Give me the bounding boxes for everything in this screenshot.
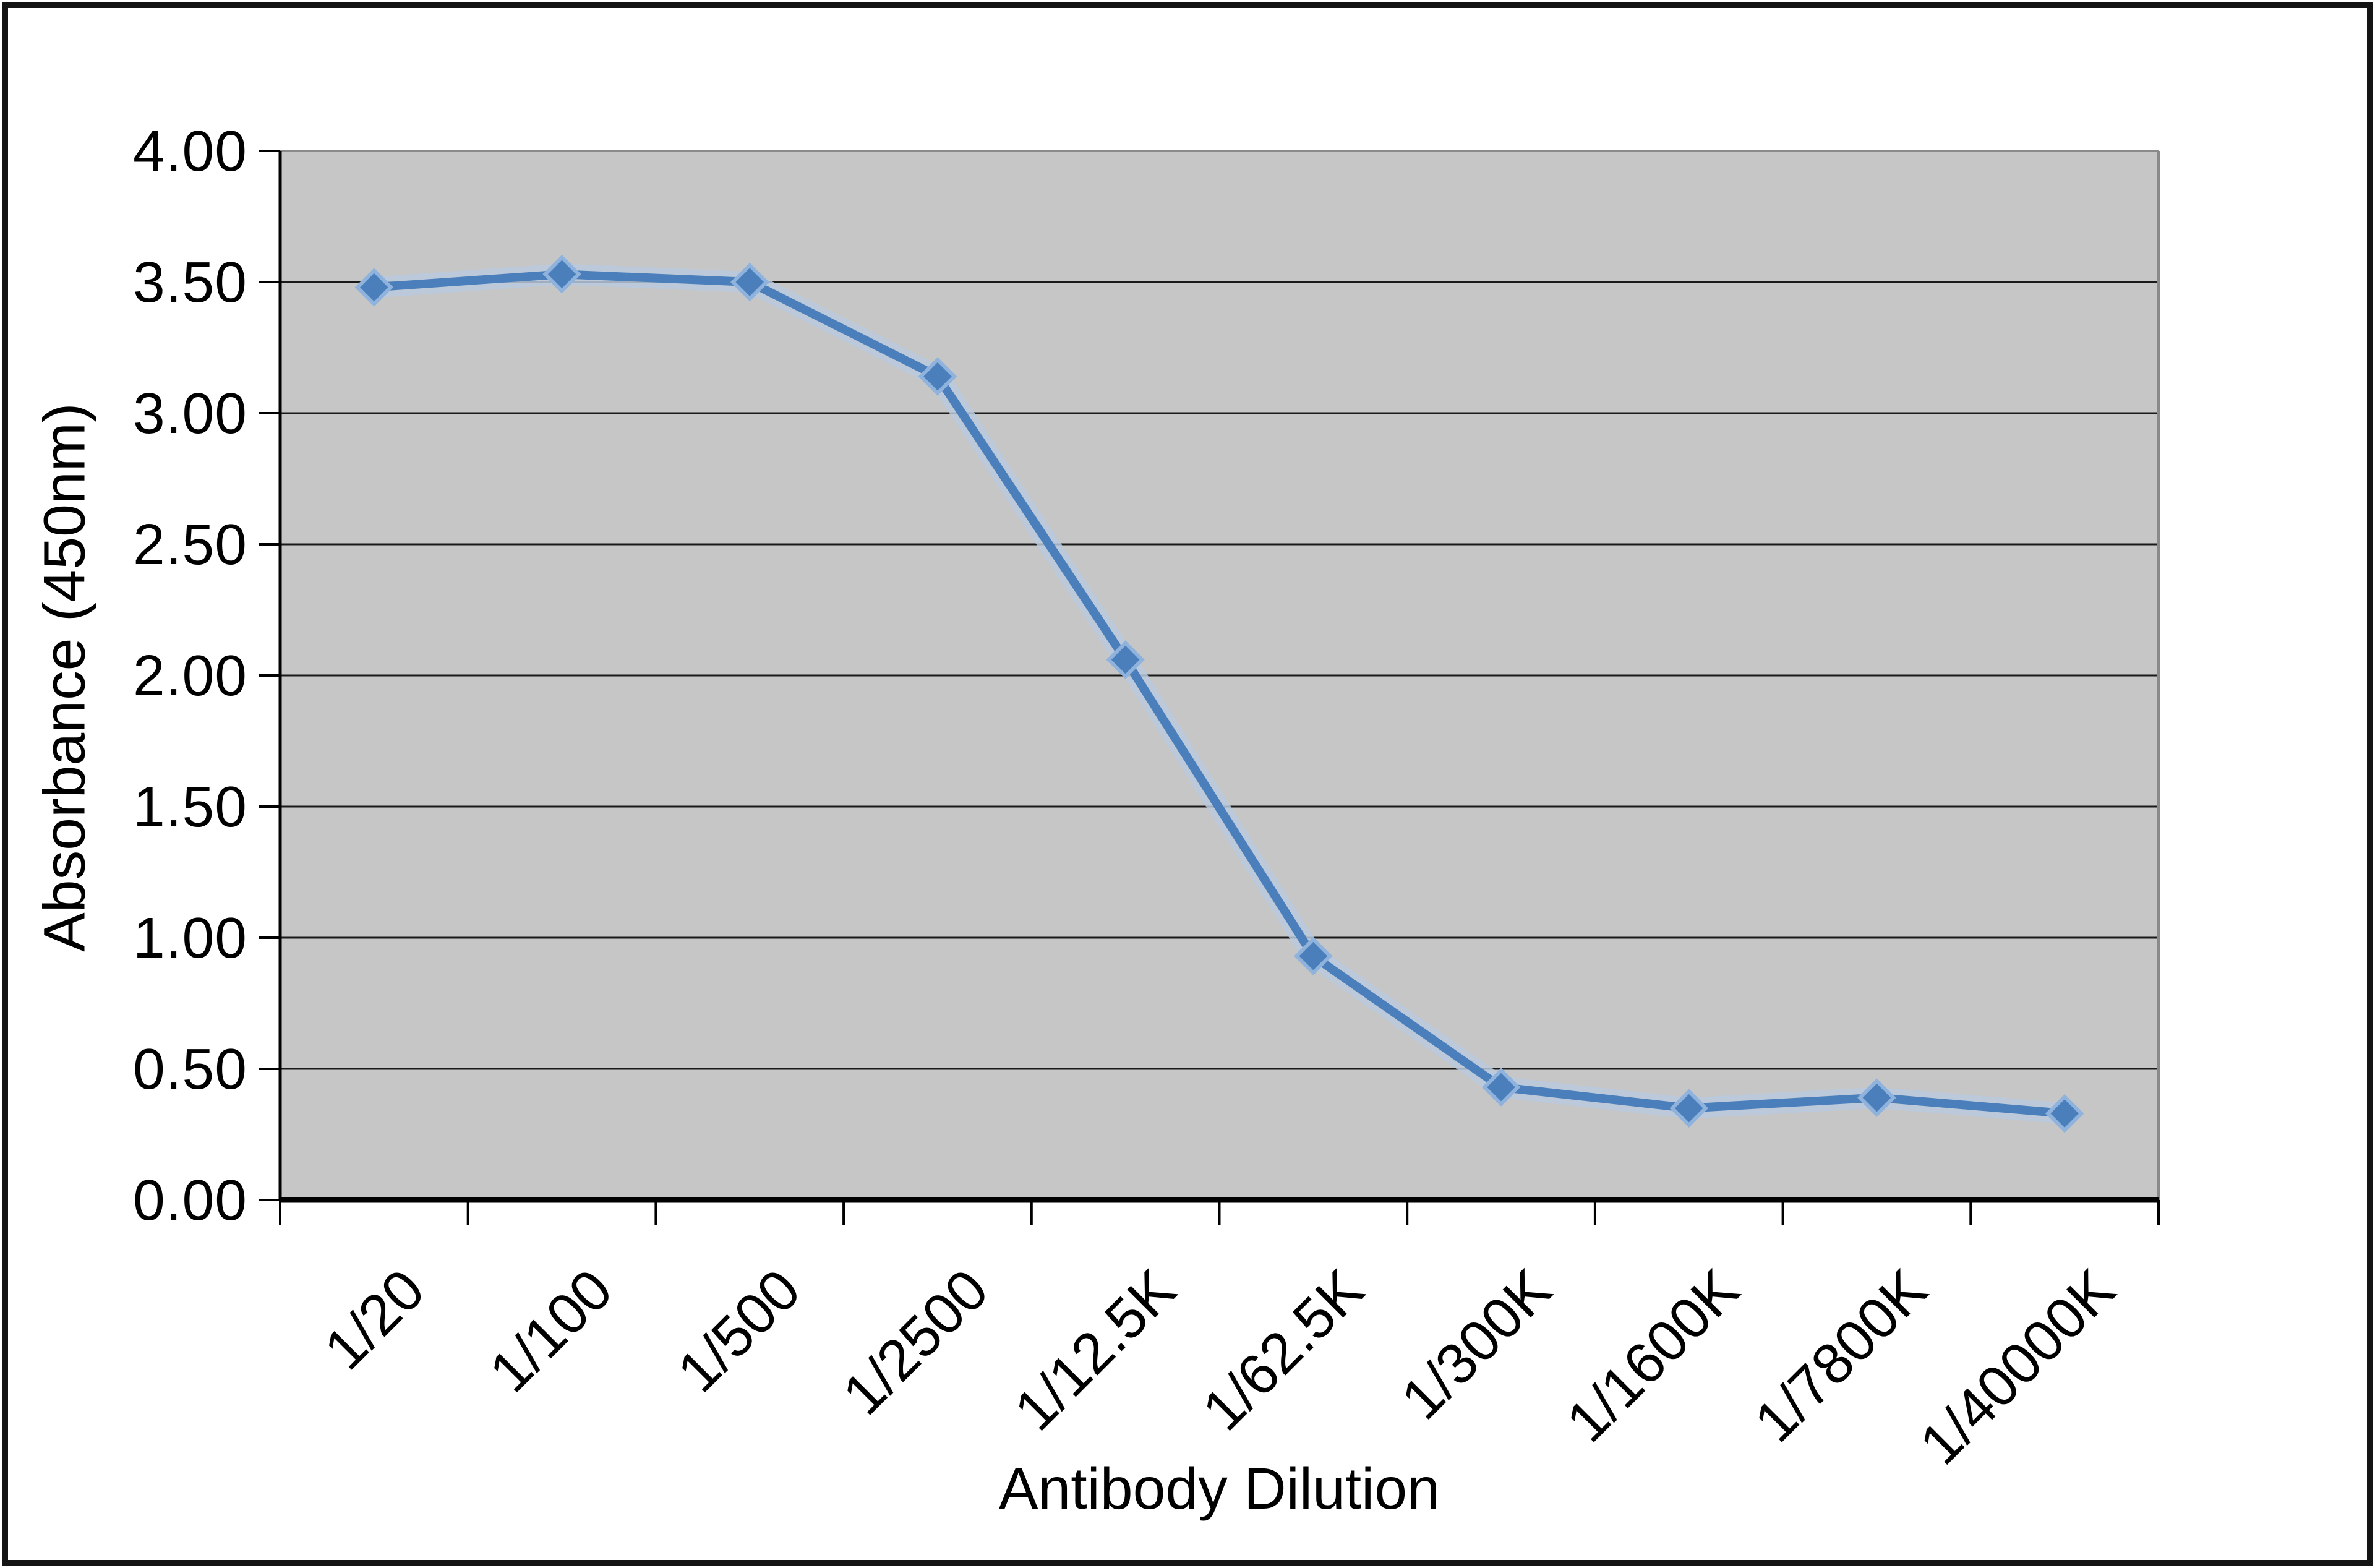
y-tick-label: 1.50 xyxy=(132,774,247,839)
data-point-marker xyxy=(730,262,769,302)
y-tick-label: 3.50 xyxy=(132,250,247,314)
data-point-marker xyxy=(1669,1089,1708,1128)
series-line xyxy=(369,270,2069,1118)
y-tick-label: 2.50 xyxy=(132,512,247,576)
y-tick-label: 3.00 xyxy=(132,381,247,445)
data-point-marker xyxy=(1481,1068,1521,1107)
data-point-marker xyxy=(542,255,581,294)
y-tick-label: 0.50 xyxy=(132,1037,247,1101)
data-point-marker xyxy=(1106,640,1145,679)
data-point-marker xyxy=(2045,1094,2084,1133)
data-point-marker xyxy=(1294,936,1333,975)
y-tick-label: 4.00 xyxy=(132,119,247,183)
y-tick-label: 0.00 xyxy=(132,1168,247,1232)
data-point-marker xyxy=(354,268,394,307)
x-axis-title: Antibody Dilution xyxy=(999,1456,1440,1522)
y-tick-label: 1.00 xyxy=(132,906,247,970)
data-point-marker xyxy=(1857,1078,1896,1117)
y-tick-label: 2.00 xyxy=(132,643,247,708)
data-point-marker xyxy=(918,357,957,396)
